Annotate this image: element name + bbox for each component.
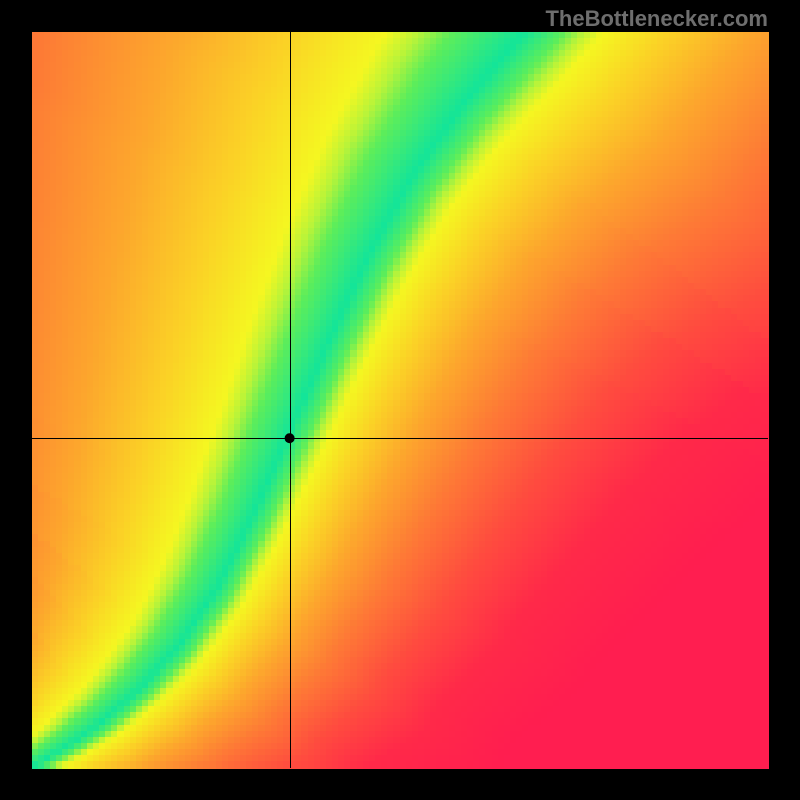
chart-container: TheBottlenecker.com: [0, 0, 800, 800]
heatmap-canvas: [0, 0, 800, 800]
watermark-text: TheBottlenecker.com: [545, 6, 768, 32]
